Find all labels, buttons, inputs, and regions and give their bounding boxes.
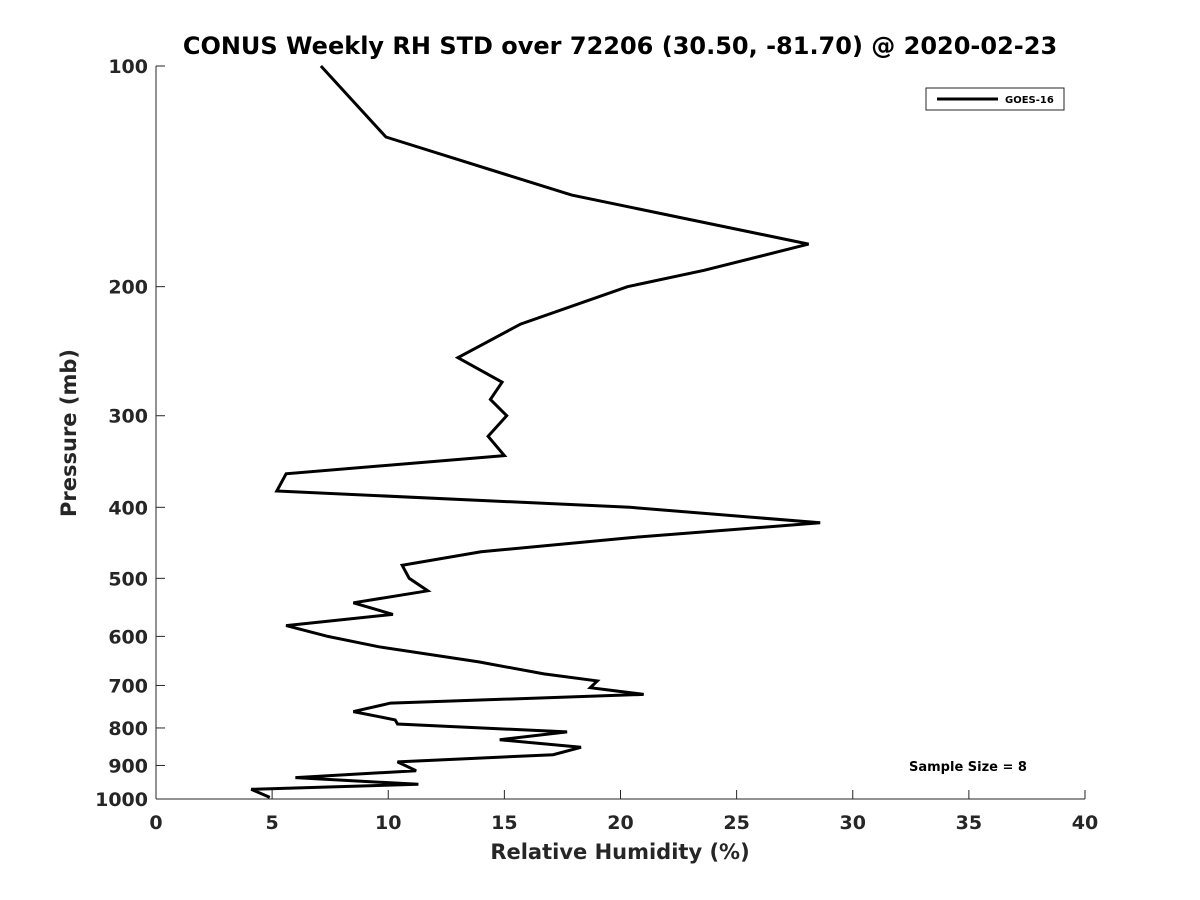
y-axis: 100 200 300 400 500 600 700 800 900 1000	[95, 56, 165, 811]
x-tick-label: 25	[723, 812, 749, 834]
y-tick-label: 1000	[95, 789, 148, 811]
y-tick-label: 400	[108, 497, 148, 519]
y-tick-label: 800	[108, 718, 148, 740]
sample-size-annotation: Sample Size = 8	[909, 760, 1027, 775]
y-tick-label: 700	[108, 675, 148, 697]
plot-area	[156, 66, 1085, 799]
y-tick-label: 900	[108, 755, 148, 777]
legend-label-goes-16: GOES-16	[1005, 95, 1054, 106]
x-tick-label: 5	[266, 812, 279, 834]
legend: GOES-16	[925, 87, 1065, 111]
x-axis: 0 5 10 15 20 25 30 35 40	[149, 790, 1098, 834]
x-tick-label: 40	[1072, 812, 1098, 834]
series-line-goes-16	[250, 64, 821, 799]
y-tick-label: 200	[108, 277, 148, 299]
y-axis-label: Pressure (mb)	[57, 349, 81, 517]
y-tick-label: 300	[108, 406, 148, 428]
x-tick-label: 0	[149, 812, 162, 834]
x-tick-label: 20	[607, 812, 633, 834]
y-tick-label: 500	[108, 568, 148, 590]
x-tick-label: 30	[840, 812, 866, 834]
y-tick-label: 600	[108, 626, 148, 648]
x-axis-label: Relative Humidity (%)	[490, 840, 749, 864]
y-tick-label: 100	[108, 56, 148, 78]
x-tick-label: 35	[956, 812, 982, 834]
series-layer	[250, 64, 821, 799]
chart-title: CONUS Weekly RH STD over 72206 (30.50, -…	[183, 32, 1057, 60]
x-tick-label: 15	[491, 812, 517, 834]
x-tick-label: 10	[375, 812, 401, 834]
